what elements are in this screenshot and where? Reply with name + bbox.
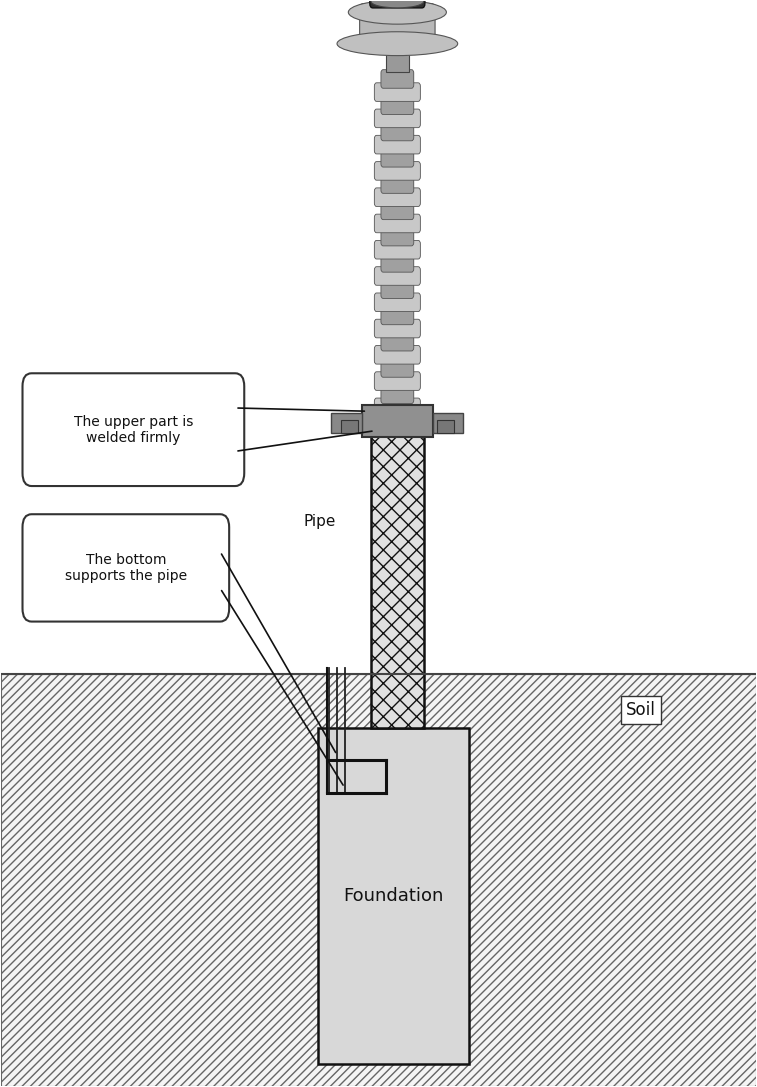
FancyBboxPatch shape (381, 385, 414, 403)
Bar (318, 728, 469, 1064)
Text: Foundation: Foundation (344, 887, 444, 904)
FancyBboxPatch shape (381, 333, 414, 351)
Bar (371, 413, 424, 728)
FancyBboxPatch shape (381, 175, 414, 193)
FancyBboxPatch shape (375, 83, 420, 101)
FancyBboxPatch shape (23, 373, 245, 486)
FancyBboxPatch shape (23, 514, 229, 622)
FancyBboxPatch shape (381, 227, 414, 246)
FancyBboxPatch shape (375, 136, 420, 154)
FancyBboxPatch shape (381, 359, 414, 377)
FancyBboxPatch shape (375, 398, 420, 416)
FancyBboxPatch shape (381, 149, 414, 167)
FancyBboxPatch shape (381, 122, 414, 141)
FancyBboxPatch shape (381, 70, 414, 88)
Bar (2, 674, 755, 1086)
Bar (2, 674, 755, 1086)
FancyBboxPatch shape (375, 372, 420, 390)
FancyBboxPatch shape (375, 109, 420, 127)
FancyBboxPatch shape (370, 0, 425, 8)
FancyBboxPatch shape (381, 279, 414, 299)
Ellipse shape (348, 0, 447, 24)
FancyBboxPatch shape (375, 240, 420, 259)
FancyBboxPatch shape (375, 214, 420, 233)
Text: The upper part is
welded firmly: The upper part is welded firmly (73, 414, 193, 445)
Bar (332, 413, 362, 433)
FancyBboxPatch shape (375, 320, 420, 338)
Ellipse shape (371, 0, 424, 8)
FancyBboxPatch shape (375, 346, 420, 364)
Text: The bottom
supports the pipe: The bottom supports the pipe (65, 553, 187, 583)
FancyBboxPatch shape (381, 253, 414, 272)
FancyBboxPatch shape (375, 162, 420, 180)
FancyBboxPatch shape (375, 266, 420, 285)
FancyBboxPatch shape (381, 307, 414, 325)
FancyBboxPatch shape (381, 96, 414, 114)
Ellipse shape (337, 32, 458, 55)
Bar (362, 404, 433, 437)
Bar (437, 420, 453, 433)
Bar (341, 420, 358, 433)
FancyBboxPatch shape (375, 293, 420, 312)
Bar (381, 72, 414, 413)
FancyBboxPatch shape (360, 3, 435, 49)
Bar (386, 52, 409, 72)
Bar (433, 413, 463, 433)
Text: Pipe: Pipe (303, 514, 335, 529)
Text: Soil: Soil (626, 701, 656, 720)
FancyBboxPatch shape (381, 201, 414, 220)
FancyBboxPatch shape (375, 188, 420, 207)
